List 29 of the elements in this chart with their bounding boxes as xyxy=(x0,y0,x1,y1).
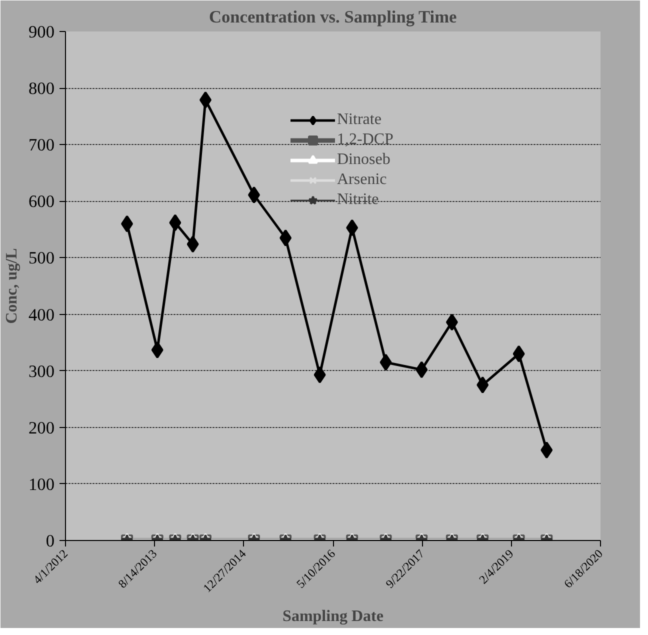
y-tick-label: 300 xyxy=(28,362,55,381)
legend-label: Dinoseb xyxy=(337,151,390,169)
legend-label: Nitrate xyxy=(337,111,382,129)
point xyxy=(416,361,428,378)
x-axis-title: Sampling Date xyxy=(282,608,384,626)
point xyxy=(169,214,182,232)
point xyxy=(121,215,134,232)
legend-label: Arsenic xyxy=(337,171,387,189)
point xyxy=(476,376,489,394)
point xyxy=(512,345,525,362)
y-tick-label: 200 xyxy=(28,418,55,438)
y-tick-label: 0 xyxy=(46,532,55,550)
point xyxy=(151,341,164,358)
y-tick-label: 800 xyxy=(28,79,55,98)
y-tick-label: 600 xyxy=(28,192,55,212)
y-tick-label: 900 xyxy=(28,22,55,42)
y-tick-label: 700 xyxy=(28,136,55,155)
point xyxy=(446,314,458,331)
point xyxy=(314,366,326,384)
y-axis-title: Conc, ug/L xyxy=(4,248,21,324)
point xyxy=(186,236,199,253)
y-tick-label: 500 xyxy=(28,248,55,268)
y-tick-label: 400 xyxy=(28,305,55,324)
y-tick-label: 100 xyxy=(28,474,55,494)
point xyxy=(380,354,392,371)
point xyxy=(346,219,358,236)
chart-title: Concentration vs. Sampling Time xyxy=(208,8,458,26)
legend-label: 1,2-DCP xyxy=(337,131,394,149)
point xyxy=(280,229,292,246)
